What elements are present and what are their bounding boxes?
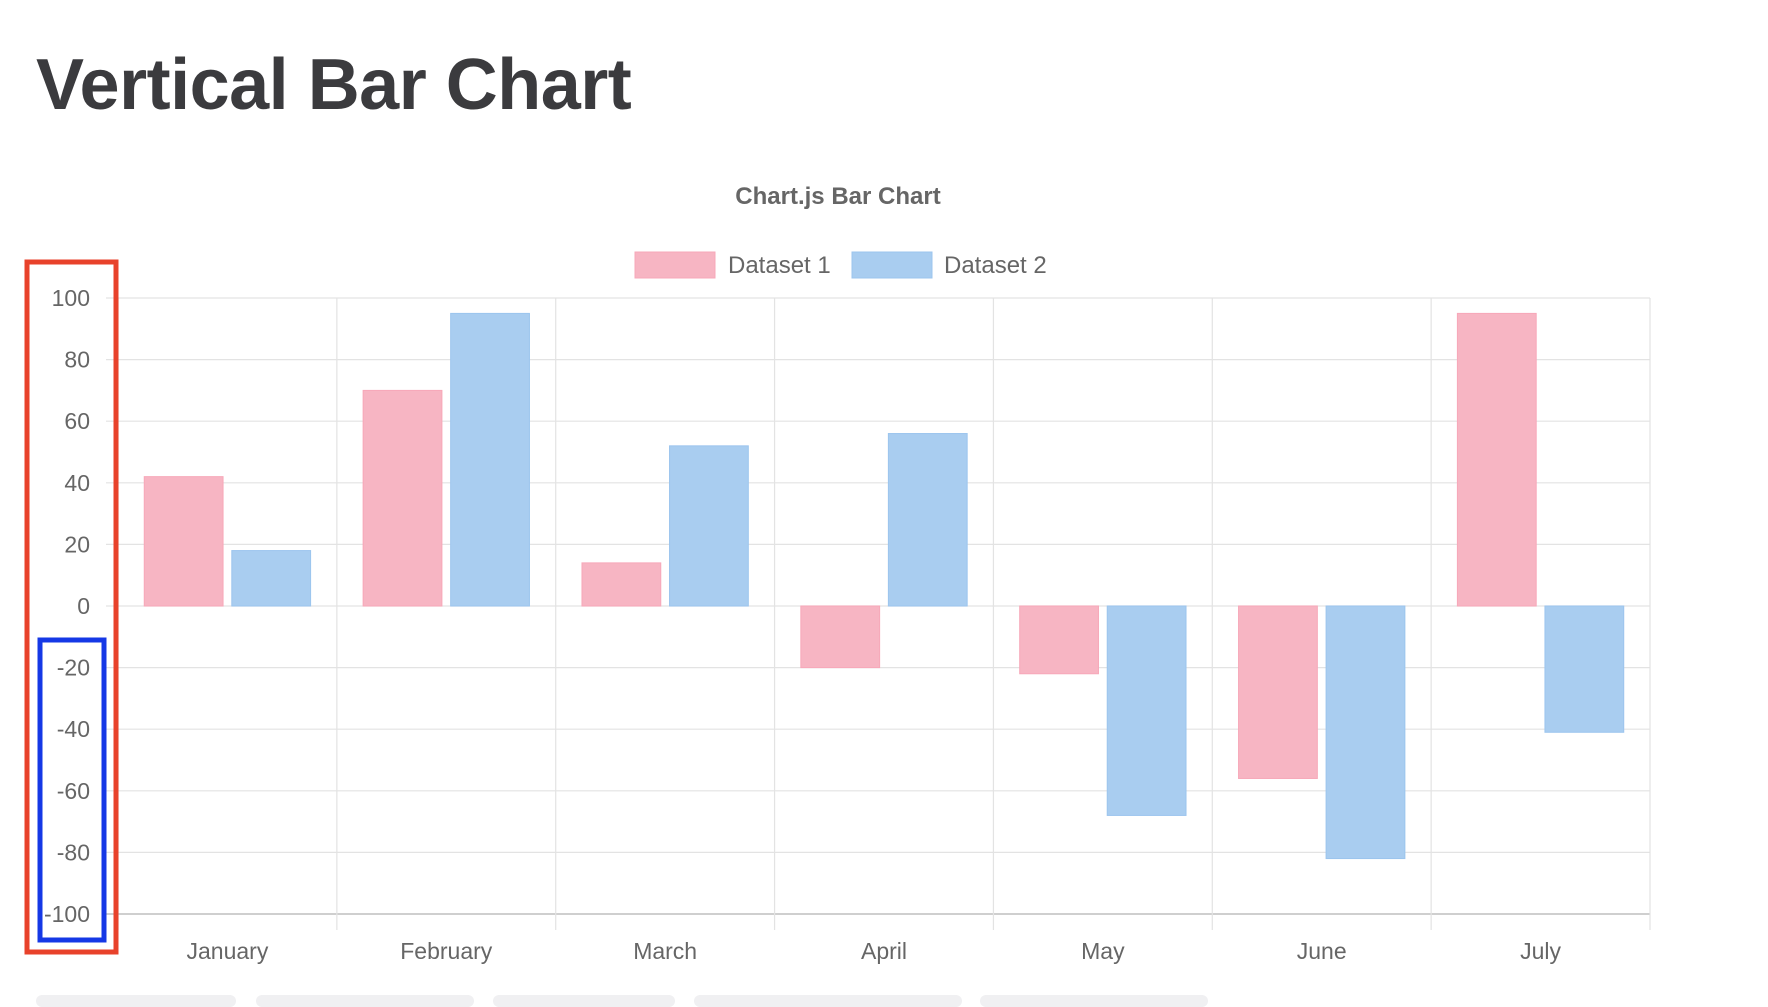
page-title: Vertical Bar Chart <box>36 45 632 125</box>
x-tick-label: March <box>633 938 697 964</box>
bar-dataset-2[interactable] <box>887 433 968 607</box>
bottom-button-placeholder[interactable] <box>493 995 675 1007</box>
y-tick-label: 60 <box>64 408 90 434</box>
legend-label[interactable]: Dataset 2 <box>944 252 1047 279</box>
chart-bars <box>143 312 1625 860</box>
x-tick-label: April <box>861 938 907 964</box>
legend-label[interactable]: Dataset 1 <box>728 252 831 279</box>
bar-dataset-2[interactable] <box>231 550 312 607</box>
bar-dataset-1[interactable] <box>362 389 443 607</box>
x-tick-label: July <box>1520 938 1561 964</box>
highlight-boxes <box>24 259 119 955</box>
y-tick-label: 20 <box>64 531 90 557</box>
y-tick-label: 0 <box>77 593 90 619</box>
y-tick-label: -40 <box>57 716 90 742</box>
bottom-button-placeholder[interactable] <box>980 995 1208 1007</box>
y-axis-full-highlight <box>24 259 119 955</box>
y-tick-label: -60 <box>57 778 90 804</box>
bar-dataset-2[interactable] <box>1325 605 1406 860</box>
bar-dataset-1[interactable] <box>581 562 662 607</box>
bottom-button-placeholder[interactable] <box>256 995 474 1007</box>
bar-dataset-1[interactable] <box>143 476 224 607</box>
y-tick-label: 80 <box>64 347 90 373</box>
bar-dataset-2[interactable] <box>1544 605 1625 733</box>
x-tick-label: June <box>1297 938 1347 964</box>
bar-dataset-2[interactable] <box>450 312 530 607</box>
bar-dataset-1[interactable] <box>1019 605 1099 675</box>
bar-dataset-2[interactable] <box>669 445 749 607</box>
legend-swatch[interactable] <box>851 251 933 279</box>
chart-legend: Dataset 1 Dataset 2 <box>634 251 1047 279</box>
bottom-button-placeholder[interactable] <box>36 995 236 1007</box>
y-tick-label: 100 <box>52 285 90 311</box>
bar-dataset-2[interactable] <box>1106 605 1187 816</box>
y-axis: 100 80 60 40 20 0 -20 -40 -60 -80 -100 <box>44 285 90 927</box>
x-tick-label: January <box>187 938 269 964</box>
y-tick-label: -80 <box>57 839 90 865</box>
legend-swatch[interactable] <box>634 251 716 279</box>
y-axis-negative-highlight <box>37 637 107 943</box>
bar-dataset-1[interactable] <box>1456 312 1537 607</box>
y-tick-label: -20 <box>57 655 90 681</box>
bar-dataset-1[interactable] <box>1238 605 1318 779</box>
y-tick-label: -100 <box>44 901 90 927</box>
x-tick-label: May <box>1081 938 1125 964</box>
x-tick-label: February <box>400 938 493 964</box>
x-axis: January February March April May June July <box>187 938 1562 964</box>
bar-dataset-1[interactable] <box>800 605 881 669</box>
y-tick-label: 40 <box>64 470 90 496</box>
chart-title: Chart.js Bar Chart <box>735 183 940 210</box>
bottom-button-placeholder[interactable] <box>694 995 962 1007</box>
